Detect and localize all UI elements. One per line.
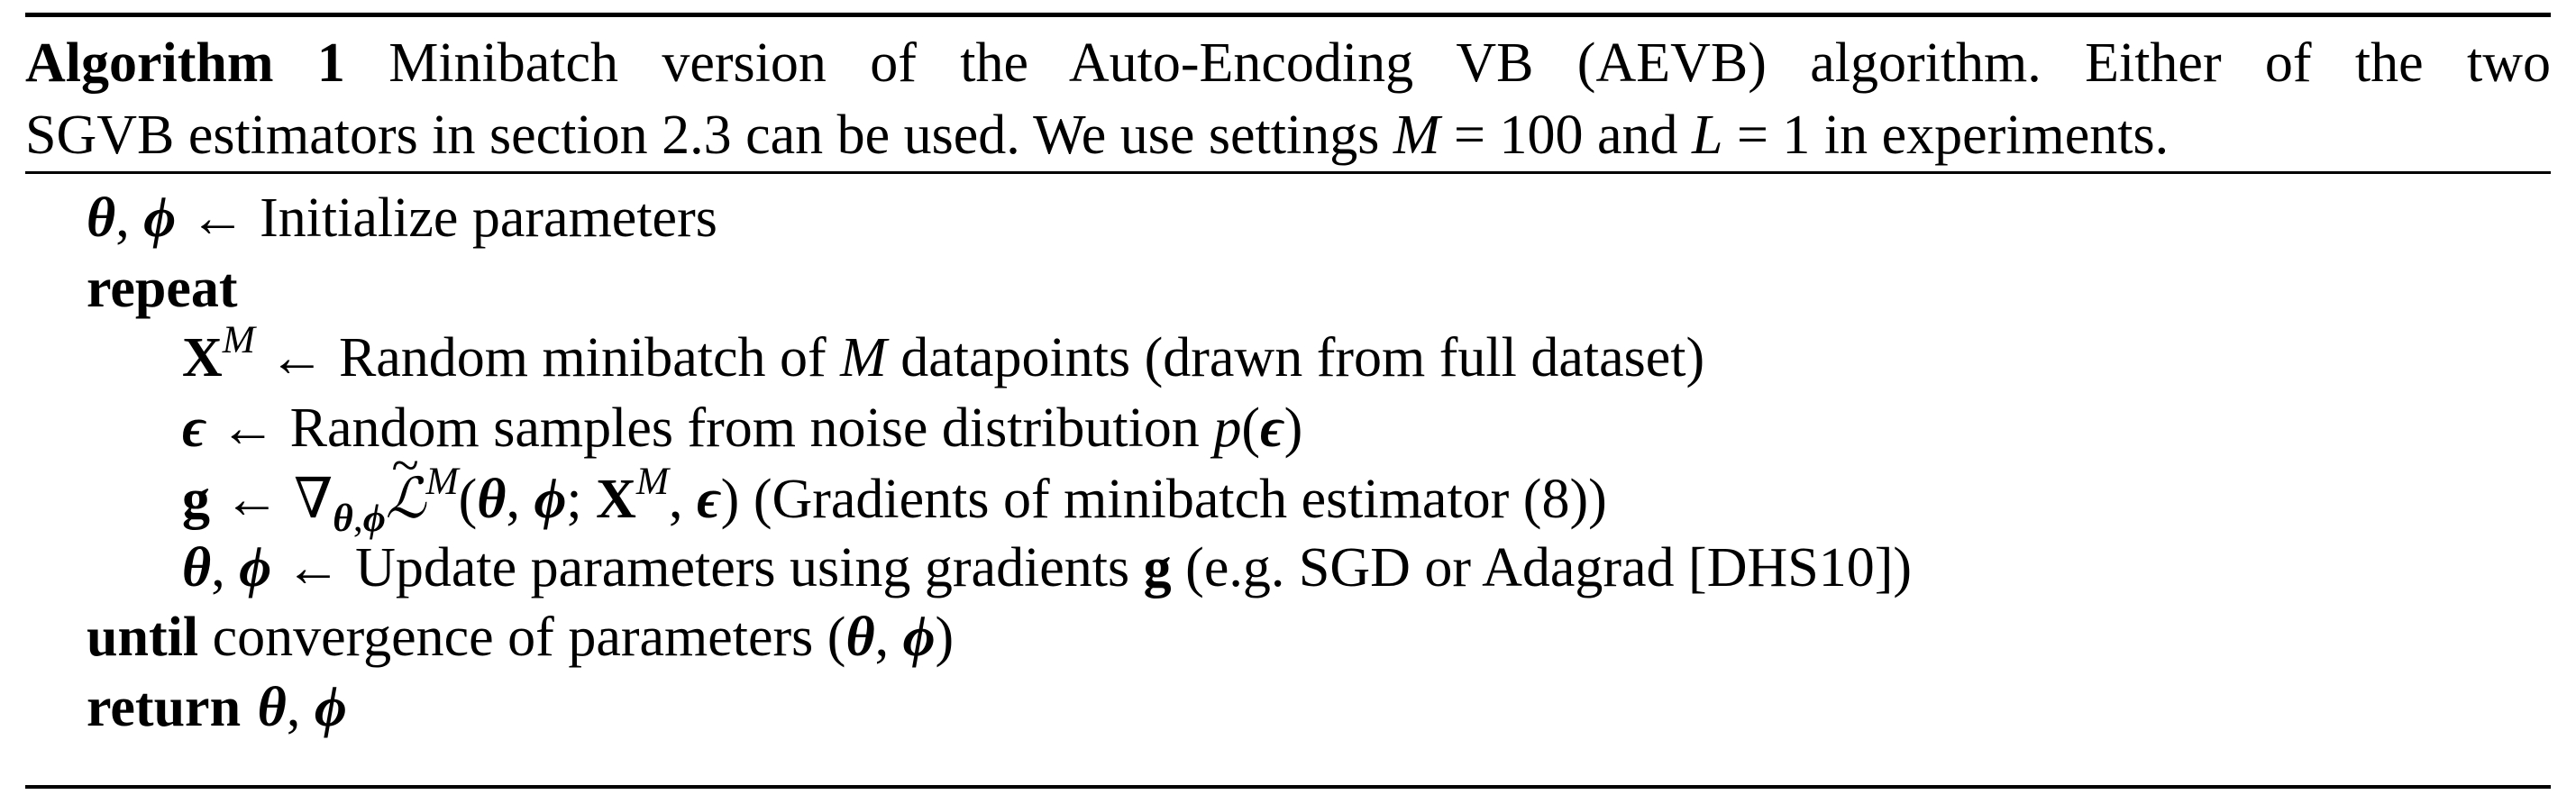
algorithm-label: Algorithm 1 — [25, 32, 345, 94]
superscript-m: M — [222, 317, 255, 361]
tilde-accent: ~ — [391, 438, 419, 495]
nabla-symbol: ∇ — [294, 469, 333, 530]
paren-close: ) — [720, 469, 740, 530]
paren-close: ) — [935, 607, 955, 668]
symbol-theta: θ — [333, 497, 353, 541]
superscript-m: M — [425, 459, 459, 503]
separator: , — [115, 187, 144, 249]
separator: , — [211, 536, 240, 598]
symbol-epsilon: ϵ — [182, 397, 206, 459]
separator: , — [506, 469, 534, 530]
paren-close: ) — [1283, 397, 1303, 459]
symbol-phi: ϕ — [143, 187, 177, 249]
algorithm-box: Algorithm 1 Minibatch version of the Aut… — [25, 13, 2551, 791]
symbol-phi: ϕ — [362, 497, 386, 541]
symbol-phi: ϕ — [314, 676, 347, 738]
symbol-epsilon: ϵ — [697, 469, 721, 530]
symbol-g: g — [1143, 536, 1172, 598]
caption-line-1: Algorithm 1 Minibatch version of the Aut… — [25, 27, 2551, 99]
step-text: convergence of parameters — [198, 607, 827, 668]
caption-var-l: L — [1691, 105, 1723, 166]
step-repeat: repeat — [87, 254, 1912, 324]
step-until: until convergence of parameters (θ, ϕ) — [87, 603, 1912, 673]
symbol-g: g — [182, 469, 210, 530]
separator: , — [286, 676, 315, 738]
step-noise: ϵ ← Random samples from noise distributi… — [87, 394, 1912, 464]
superscript-m: M — [635, 459, 669, 503]
keyword-repeat: repeat — [87, 257, 238, 319]
symbol-theta: θ — [87, 187, 116, 249]
assign-arrow: ← — [254, 327, 339, 388]
bottom-rule — [25, 785, 2551, 789]
step-text: (e.g. SGD or Adagrad [DHS10]) — [1171, 536, 1913, 598]
top-rule — [25, 13, 2551, 17]
symbol-epsilon: ϵ — [1259, 397, 1284, 459]
assign-arrow: ← — [210, 469, 294, 530]
algorithm-caption: Algorithm 1 Minibatch version of the Aut… — [25, 27, 2551, 171]
symbol-theta: θ — [845, 607, 875, 668]
assign-arrow: ← — [271, 536, 356, 598]
step-initialize: θ, ϕ ← Initialize parameters — [87, 184, 1912, 254]
caption-eq-2: = 1 in experiments. — [1722, 105, 2170, 166]
caption-eq-1: = 100 and — [1439, 105, 1692, 166]
step-text: datapoints (drawn from full dataset) — [886, 327, 1705, 388]
caption-text-1: Minibatch version of the Auto-Encoding V… — [388, 32, 2551, 94]
paren-open: ( — [1241, 397, 1260, 459]
step-update: θ, ϕ ← Update parameters using gradients… — [87, 534, 1912, 604]
symbol-phi: ϕ — [239, 536, 272, 598]
caption-rule — [25, 171, 2551, 174]
separator: , — [669, 469, 697, 530]
symbol-l: ℒ — [385, 465, 426, 531]
symbol-p: p — [1213, 397, 1242, 459]
step-return: return θ, ϕ — [87, 673, 1912, 744]
step-text: Initialize parameters — [260, 187, 717, 249]
step-text: Random samples from noise distribution — [289, 397, 1214, 459]
symbol-theta: θ — [182, 536, 212, 598]
separator: , — [874, 607, 903, 668]
caption-var-m: M — [1393, 105, 1440, 166]
estimator-symbol: ~ ℒ — [385, 438, 426, 535]
symbol-phi: ϕ — [902, 607, 936, 668]
symbol-theta: θ — [257, 676, 287, 738]
step-minibatch: XM ← Random minibatch of M datapoints (d… — [87, 320, 1912, 394]
algorithm-body: θ, ϕ ← Initialize parameters repeat XM ←… — [87, 184, 1912, 743]
paren-open: ( — [458, 469, 478, 530]
step-gradient: g ← ∇θ,ϕ ~ ℒM(θ, ϕ; XM, ϵ) (Gradients of m… — [87, 438, 1912, 537]
separator: ; — [566, 469, 597, 530]
caption-text-2: SGVB estimators in section 2.3 can be us… — [25, 105, 1393, 166]
symbol-x: X — [182, 327, 223, 388]
nabla-subscript: θ,ϕ — [333, 497, 386, 540]
step-text: Update parameters using gradients — [355, 536, 1144, 598]
symbol-phi: ϕ — [534, 469, 567, 530]
symbol-theta: θ — [477, 469, 507, 530]
symbol-m: M — [840, 327, 887, 388]
step-text: (Gradients of minibatch estimator (8)) — [739, 469, 1607, 530]
assign-arrow: ← — [206, 397, 290, 459]
paren-open: ( — [827, 607, 846, 668]
assign-arrow: ← — [176, 187, 260, 249]
step-text: Random minibatch of — [338, 327, 841, 388]
keyword-return: return — [87, 676, 242, 738]
caption-line-2: SGVB estimators in section 2.3 can be us… — [25, 99, 2551, 171]
keyword-until: until — [87, 607, 199, 668]
separator: , — [352, 497, 363, 541]
symbol-x: X — [596, 469, 636, 530]
